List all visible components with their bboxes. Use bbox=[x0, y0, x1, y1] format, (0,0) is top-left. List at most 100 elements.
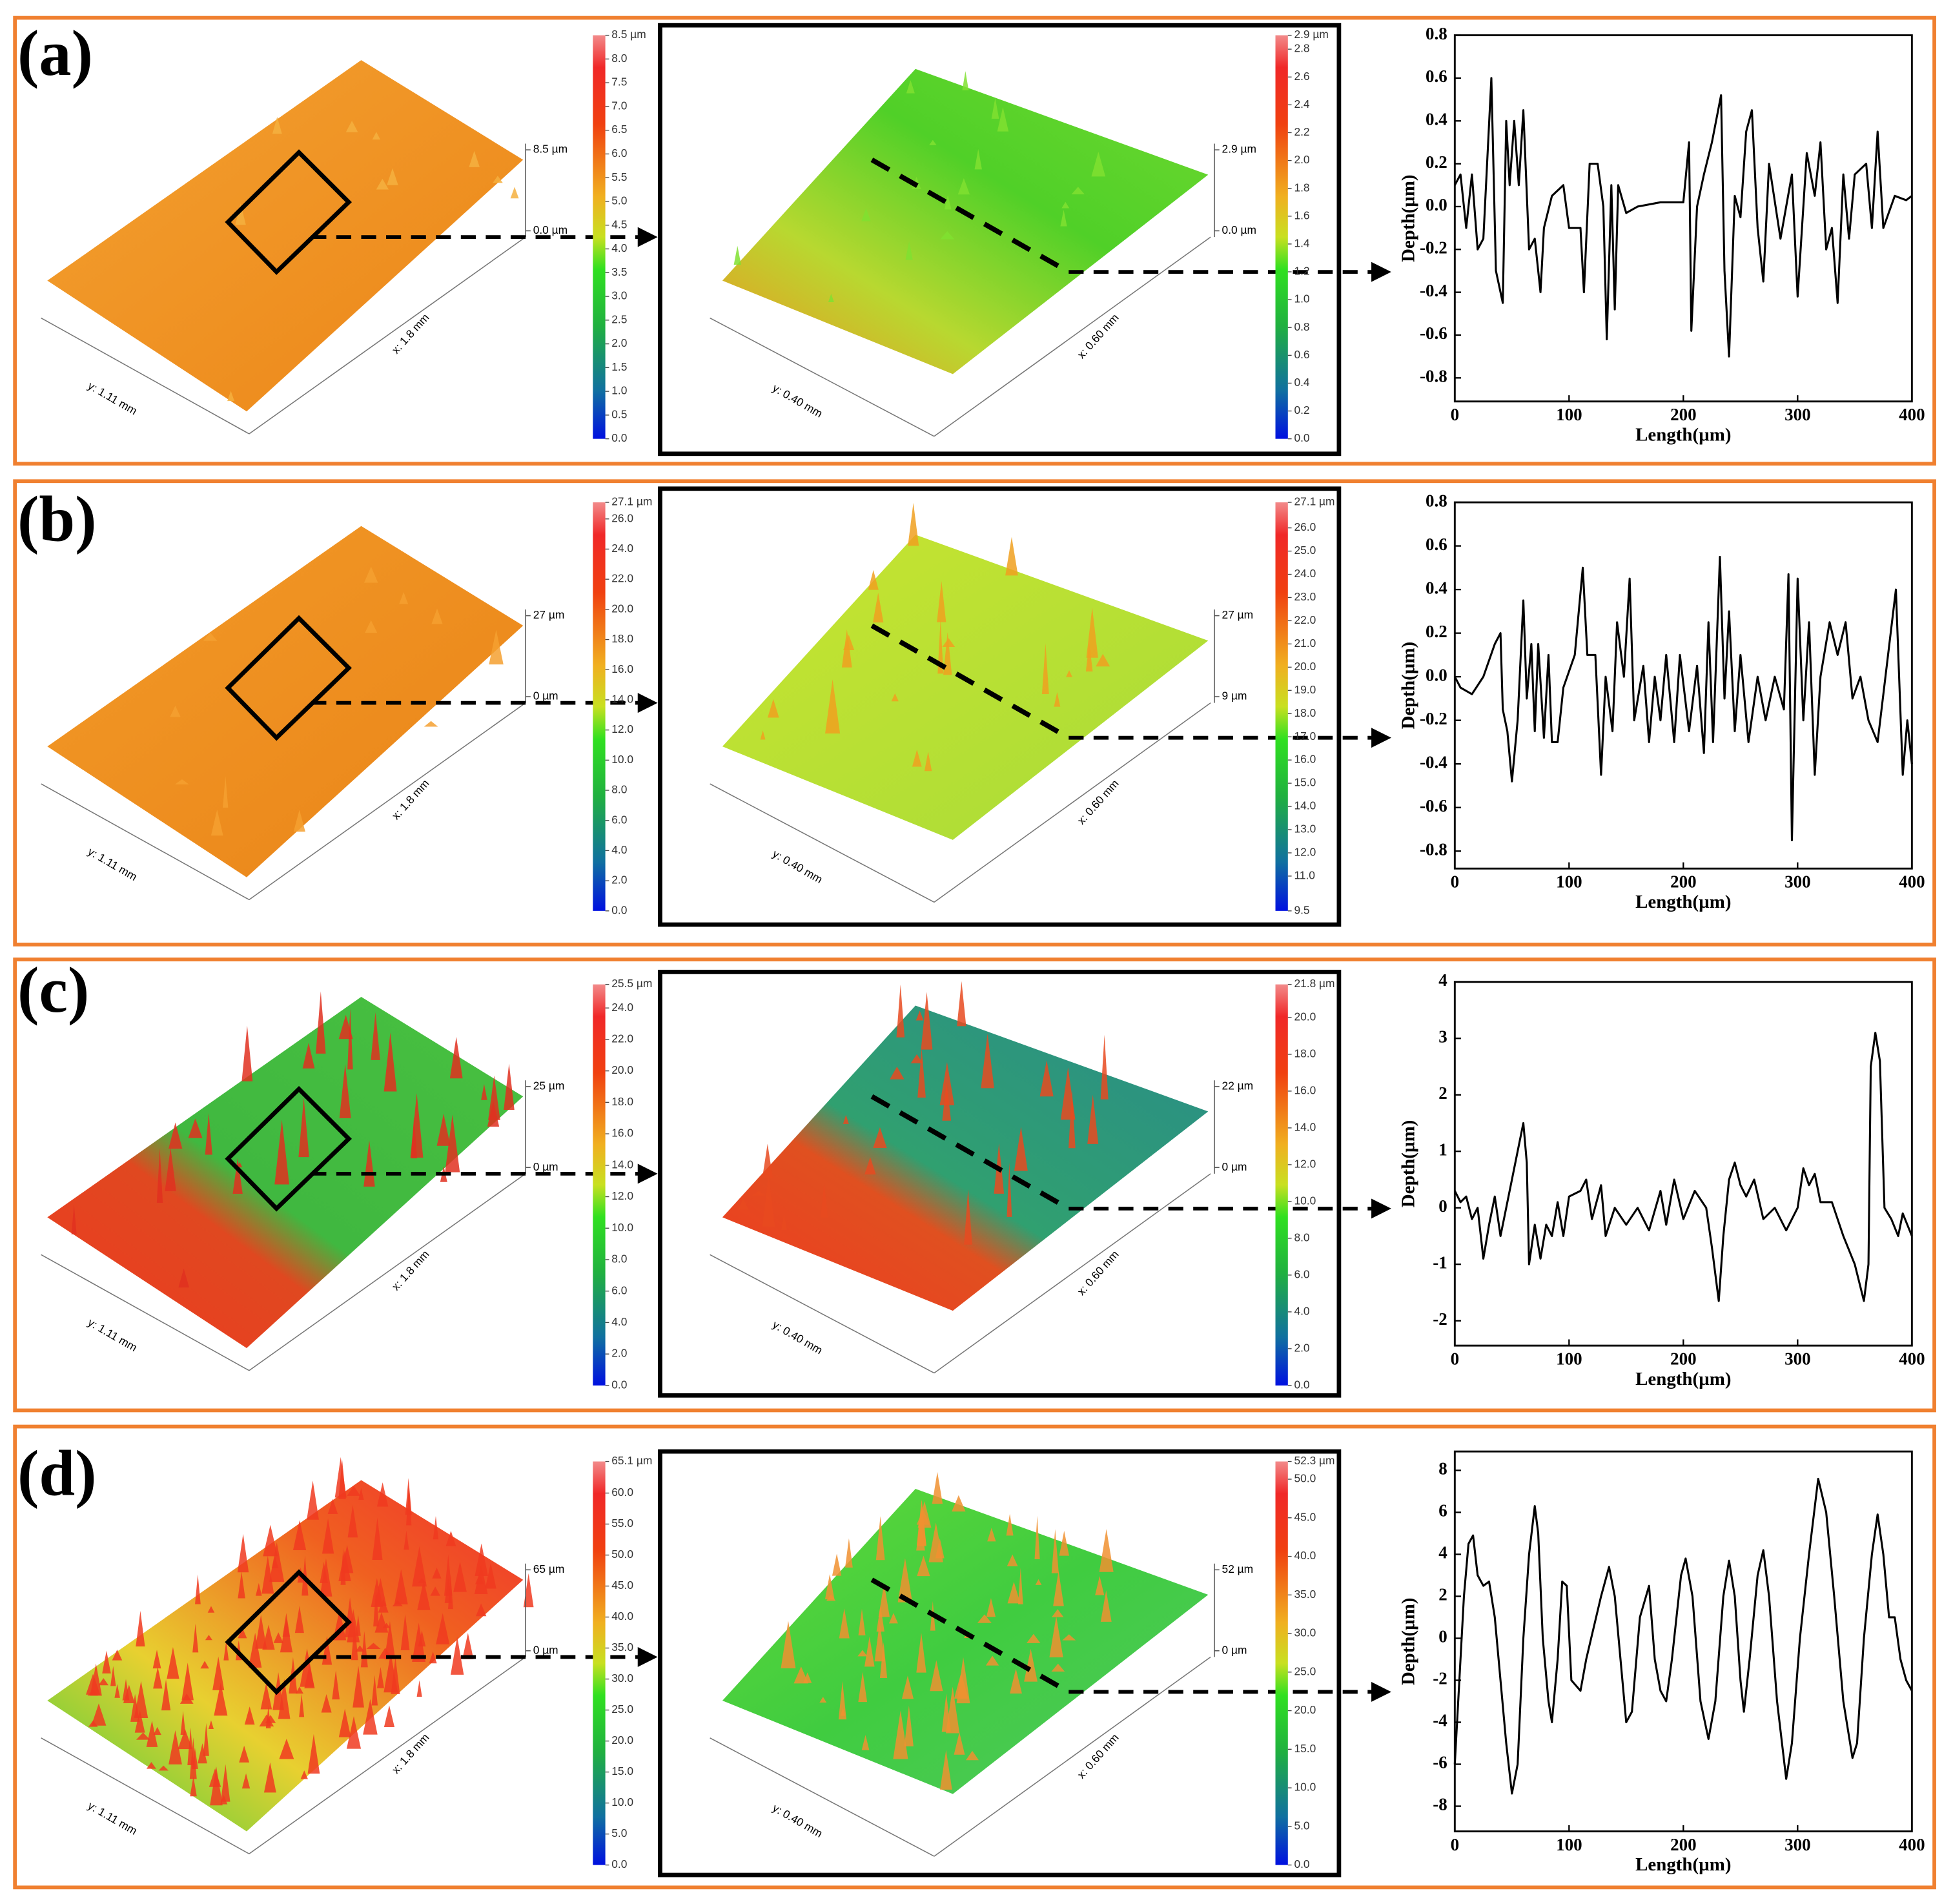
colorbar-tick-label: 4.0 bbox=[611, 241, 627, 254]
profile-cut bbox=[870, 1577, 1070, 1694]
surface-peak bbox=[921, 992, 933, 1050]
x-axis-label: x: 1.8 mm bbox=[389, 777, 432, 822]
y-tick-label: -0.4 bbox=[1420, 281, 1447, 300]
colorbar-tick-label: 40.0 bbox=[1294, 1549, 1316, 1562]
colorbar-tick-label: 20.0 bbox=[611, 1063, 633, 1076]
x-tick-label: 300 bbox=[1784, 1835, 1811, 1854]
surface-peak bbox=[181, 1663, 194, 1701]
surface-peak bbox=[1014, 1127, 1028, 1171]
zoom-box bbox=[658, 1449, 1342, 1878]
surface-peak bbox=[347, 1008, 353, 1070]
surface-peak bbox=[190, 1776, 197, 1797]
x-tick-label: 0 bbox=[1451, 405, 1460, 424]
surface-peak bbox=[371, 1675, 378, 1706]
colorbar-tick-label: 8.0 bbox=[611, 1253, 627, 1265]
colorbar bbox=[1275, 35, 1288, 439]
colorbar-tick-label: 10.0 bbox=[1294, 1194, 1316, 1207]
surface-peak bbox=[347, 1504, 358, 1538]
surface bbox=[722, 1005, 1209, 1311]
colorbar-tick-label: 10.0 bbox=[1294, 1781, 1316, 1794]
surface bbox=[722, 1488, 1209, 1794]
surface-peak bbox=[523, 1573, 534, 1608]
surface-peak bbox=[371, 1578, 383, 1607]
x-axis bbox=[249, 1656, 526, 1854]
colorbar-tick-label: 0.5 bbox=[611, 407, 627, 420]
surface-peak bbox=[1066, 670, 1072, 677]
colorbar-tick-label: 6.0 bbox=[611, 813, 627, 826]
x-axis bbox=[934, 1173, 1211, 1374]
y-tick-label: 0.2 bbox=[1426, 622, 1447, 641]
y-axis-label: y: 0.40 mm bbox=[770, 847, 824, 886]
surface-peak bbox=[400, 1613, 410, 1650]
plot-frame bbox=[1453, 981, 1913, 1347]
arrow-head bbox=[1371, 261, 1391, 282]
surface-peak bbox=[156, 1148, 163, 1203]
colorbar-tick-label: 18.0 bbox=[611, 1095, 633, 1108]
surface-peak bbox=[924, 752, 932, 772]
y-axis-label: y: 1.11 mm bbox=[86, 1799, 139, 1837]
surface-peak bbox=[399, 592, 409, 604]
colorbar bbox=[593, 984, 606, 1386]
colorbar-tick-label: 8.0 bbox=[1294, 1231, 1309, 1244]
colorbar-tick-label: 27.1 µm bbox=[611, 495, 652, 508]
surface-peak bbox=[937, 580, 946, 622]
surface-peak bbox=[904, 1705, 914, 1746]
y-tick-label: -0.8 bbox=[1420, 839, 1447, 859]
surface-peak bbox=[941, 1694, 951, 1732]
surface-peak bbox=[1007, 1162, 1012, 1217]
profile-line bbox=[1453, 1031, 1913, 1302]
surface-peak bbox=[1095, 1575, 1105, 1595]
x-axis-title: Length(µm) bbox=[1635, 1369, 1731, 1389]
surface-peak bbox=[1054, 692, 1061, 707]
colorbar-tick-label: 0.0 bbox=[611, 903, 627, 916]
surface-peak bbox=[752, 1190, 766, 1196]
surface-peak bbox=[876, 1606, 884, 1632]
arrow-head bbox=[1371, 1682, 1391, 1702]
surface-peak bbox=[861, 208, 871, 221]
surface-peak bbox=[781, 1213, 787, 1231]
colorbar-tick-label: 40.0 bbox=[611, 1610, 633, 1622]
y-axis bbox=[710, 783, 935, 903]
y-axis bbox=[41, 783, 250, 901]
surface bbox=[47, 1480, 524, 1832]
x-tick-label: 100 bbox=[1556, 872, 1582, 892]
surface-peak bbox=[261, 1555, 274, 1594]
surface-peak bbox=[358, 1488, 364, 1500]
colorbar-tick-label: 60.0 bbox=[611, 1486, 633, 1499]
x-tick-label: 400 bbox=[1899, 1349, 1925, 1368]
panel-border bbox=[13, 479, 1936, 947]
z-top-label: 8.5 µm bbox=[533, 143, 567, 156]
surface-peak bbox=[485, 1562, 496, 1589]
colorbar-tick-label: 45.0 bbox=[611, 1579, 633, 1592]
surface-peak bbox=[272, 117, 282, 134]
y-tick-label: 4 bbox=[1438, 1543, 1447, 1562]
surface-peak bbox=[387, 168, 398, 185]
surface-peak bbox=[189, 1737, 197, 1779]
surface-peak bbox=[294, 1606, 304, 1633]
surface-peak bbox=[891, 693, 899, 702]
surface-peak bbox=[1024, 1648, 1038, 1682]
surface-peak bbox=[819, 1697, 827, 1703]
colorbar-tick-label: 24.0 bbox=[1294, 567, 1316, 580]
colorbar bbox=[1275, 1461, 1288, 1865]
colorbar-tick-label: 4.0 bbox=[611, 1315, 627, 1328]
surface-peak bbox=[445, 1531, 456, 1546]
colorbar bbox=[593, 502, 606, 911]
z-bottom-label: 0 µm bbox=[533, 1160, 558, 1173]
surface-peak bbox=[828, 293, 834, 303]
surface-peak bbox=[1100, 1034, 1109, 1100]
surface-peak bbox=[263, 1762, 276, 1793]
colorbar-tick-label: 7.0 bbox=[611, 99, 627, 112]
surface-peak bbox=[259, 1714, 274, 1727]
surface-peak bbox=[363, 1699, 378, 1735]
surface-peak bbox=[893, 1710, 908, 1759]
surface-peak bbox=[475, 1603, 487, 1617]
surface-peak bbox=[838, 1681, 846, 1720]
surface-peak bbox=[910, 1054, 923, 1063]
x-tick-label: 300 bbox=[1784, 405, 1811, 424]
surface-peak bbox=[248, 1632, 262, 1668]
y-tick-label: 2 bbox=[1438, 1585, 1447, 1604]
x-tick-label: 100 bbox=[1556, 1835, 1582, 1854]
x-tick-label: 0 bbox=[1451, 1349, 1460, 1368]
surface-peak bbox=[954, 1732, 965, 1755]
